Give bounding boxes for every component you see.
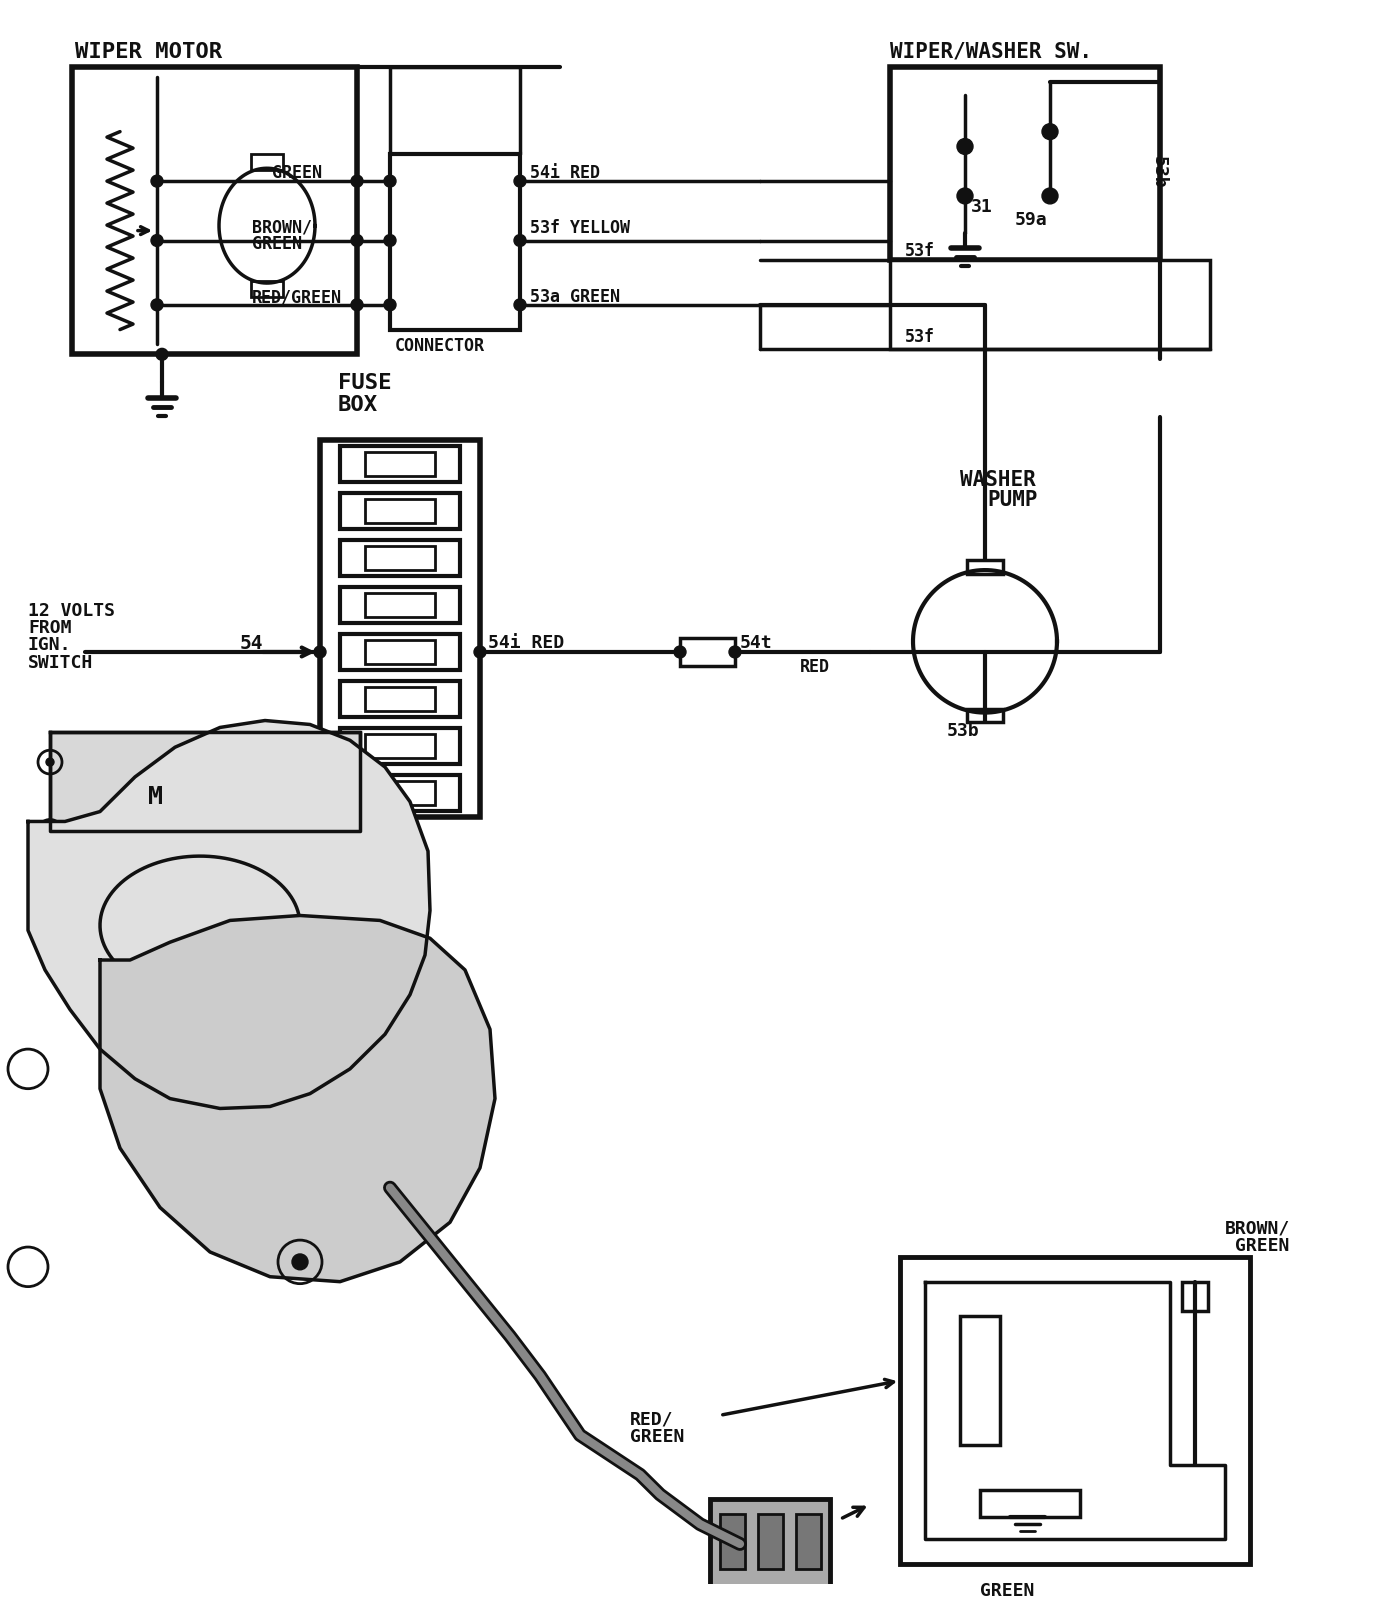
Circle shape: [383, 174, 396, 187]
Circle shape: [314, 646, 325, 658]
Circle shape: [46, 758, 54, 766]
Bar: [341, 587, 461, 622]
Text: 54i RED: 54i RED: [530, 165, 600, 182]
Text: WASHER: WASHER: [960, 470, 1036, 490]
Circle shape: [150, 174, 163, 187]
Text: 54t: 54t: [741, 634, 772, 653]
Circle shape: [352, 299, 363, 310]
Bar: [710, 1499, 830, 1589]
Circle shape: [957, 189, 974, 203]
Text: 31: 31: [971, 198, 993, 216]
Circle shape: [352, 235, 363, 246]
Text: GREEN: GREEN: [252, 235, 302, 253]
Circle shape: [674, 646, 685, 658]
Circle shape: [156, 349, 168, 360]
Text: 53b: 53b: [1150, 157, 1168, 189]
Bar: [341, 682, 461, 717]
Bar: [341, 493, 461, 528]
Bar: [1182, 1282, 1208, 1312]
Circle shape: [514, 235, 525, 246]
Bar: [50, 733, 360, 832]
Bar: [365, 594, 434, 618]
Text: 54i RED: 54i RED: [488, 634, 564, 653]
Text: GREEN: GREEN: [272, 165, 323, 182]
Text: 53f YELLOW: 53f YELLOW: [530, 219, 630, 237]
Bar: [72, 67, 357, 354]
Text: 54: 54: [240, 634, 263, 653]
Bar: [796, 1514, 821, 1568]
Polygon shape: [28, 720, 430, 1109]
Text: RED: RED: [800, 658, 830, 675]
Circle shape: [383, 235, 396, 246]
Circle shape: [1043, 189, 1058, 203]
Bar: [960, 1317, 1000, 1445]
Circle shape: [1043, 123, 1058, 139]
Circle shape: [514, 174, 525, 187]
Circle shape: [514, 299, 525, 310]
Text: RED/: RED/: [630, 1410, 673, 1429]
Bar: [341, 728, 461, 763]
Text: 53f: 53f: [905, 328, 935, 346]
Circle shape: [352, 174, 363, 187]
Bar: [341, 774, 461, 811]
Bar: [320, 440, 480, 816]
Text: BROWN/: BROWN/: [1225, 1219, 1291, 1237]
Bar: [980, 1490, 1080, 1517]
Text: 53f: 53f: [905, 243, 935, 261]
Bar: [365, 546, 434, 570]
Bar: [341, 446, 461, 482]
Bar: [341, 634, 461, 670]
Circle shape: [383, 299, 396, 310]
Text: SWITCH: SWITCH: [28, 654, 94, 672]
Text: 59a: 59a: [1015, 211, 1048, 229]
Text: FUSE: FUSE: [338, 373, 392, 394]
Bar: [758, 1514, 783, 1568]
Text: 53a GREEN: 53a GREEN: [530, 288, 621, 306]
Bar: [967, 560, 1003, 574]
Bar: [889, 261, 1209, 349]
Bar: [141, 782, 221, 832]
Circle shape: [336, 758, 343, 766]
Bar: [365, 781, 434, 805]
Text: CONNECTOR: CONNECTOR: [394, 338, 485, 355]
Text: 53b: 53b: [947, 723, 979, 741]
Bar: [251, 154, 283, 170]
Text: IGN.: IGN.: [28, 637, 72, 654]
Circle shape: [292, 1254, 308, 1270]
Text: M: M: [148, 786, 163, 810]
Text: 12 VOLTS: 12 VOLTS: [28, 603, 114, 621]
Bar: [967, 709, 1003, 723]
Bar: [680, 638, 735, 666]
Bar: [365, 453, 434, 475]
Bar: [900, 1258, 1249, 1563]
Text: BROWN/: BROWN/: [252, 219, 312, 237]
Text: PUMP: PUMP: [987, 490, 1037, 510]
Circle shape: [474, 646, 485, 658]
Bar: [365, 686, 434, 710]
Circle shape: [957, 139, 974, 154]
Circle shape: [150, 235, 163, 246]
Text: BOX: BOX: [338, 395, 378, 414]
Polygon shape: [101, 915, 495, 1282]
Circle shape: [729, 646, 741, 658]
Text: WIPER MOTOR: WIPER MOTOR: [74, 42, 222, 61]
Text: WIPER/WASHER SW.: WIPER/WASHER SW.: [889, 42, 1092, 61]
Bar: [390, 154, 520, 330]
Bar: [889, 67, 1160, 261]
Bar: [365, 499, 434, 523]
Bar: [341, 541, 461, 576]
Bar: [365, 734, 434, 758]
Bar: [720, 1514, 745, 1568]
Text: FROM: FROM: [28, 619, 72, 637]
Bar: [365, 640, 434, 664]
Text: GREEN: GREEN: [980, 1581, 1034, 1600]
Bar: [251, 282, 283, 298]
Text: GREEN: GREEN: [1236, 1237, 1289, 1254]
Text: RED/GREEN: RED/GREEN: [252, 288, 342, 306]
Circle shape: [150, 299, 163, 310]
Circle shape: [336, 827, 343, 835]
Text: GREEN: GREEN: [630, 1429, 684, 1446]
Circle shape: [46, 827, 54, 835]
